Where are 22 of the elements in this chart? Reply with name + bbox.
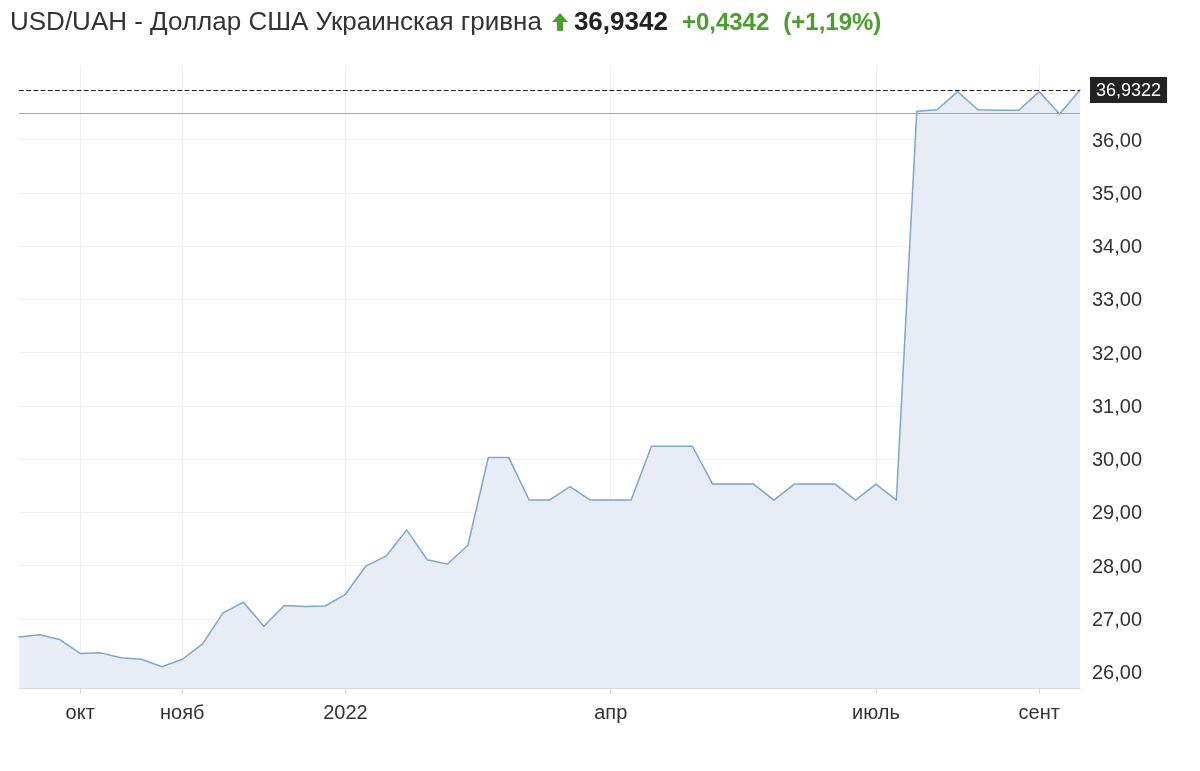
x-tick-label: июль <box>852 701 900 723</box>
ref-line-label: 36,9322 <box>1096 80 1162 101</box>
chart-title: USD/UAH - Доллар США Украинская гривна <box>10 6 542 37</box>
text: 36,9342 <box>573 6 668 37</box>
y-tick-label: 27,00 <box>1092 607 1143 630</box>
text: (+1,19%) <box>783 7 882 36</box>
y-tick-label: 36,00 <box>1092 128 1143 151</box>
y-tick-label: 34,00 <box>1092 235 1143 258</box>
y-tick-label: 30,00 <box>1092 448 1143 471</box>
y-tick-label: 26,00 <box>1092 661 1143 684</box>
text: +0,4342 <box>681 7 770 36</box>
y-tick-label: 28,00 <box>1092 554 1143 577</box>
x-tick-label: сент <box>1018 701 1060 723</box>
y-tick-label: 32,00 <box>1092 341 1143 364</box>
x-tick-label: апр <box>594 701 628 723</box>
y-tick-label: 35,00 <box>1092 181 1143 204</box>
y-tick-label: 31,00 <box>1092 394 1143 417</box>
x-tick-label: нояб <box>160 701 205 723</box>
x-tick-label: 2022 <box>323 701 368 723</box>
y-tick-label: 33,00 <box>1092 288 1143 311</box>
y-tick-label: 29,00 <box>1092 501 1143 524</box>
x-tick-label: окт <box>65 701 95 723</box>
